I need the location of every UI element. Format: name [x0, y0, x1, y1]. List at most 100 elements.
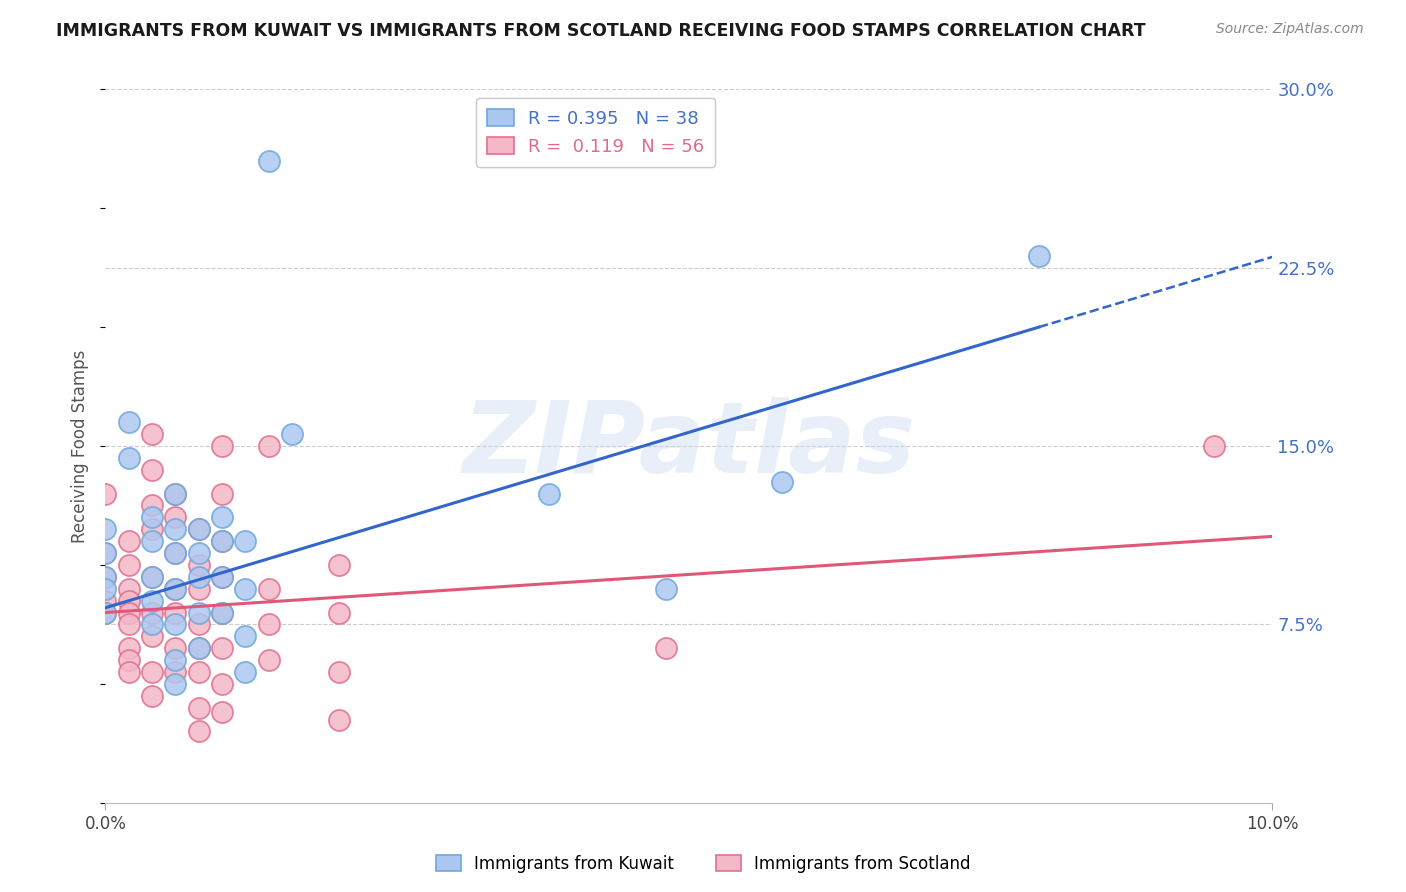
Point	[187, 641, 209, 656]
Point	[141, 427, 163, 442]
Y-axis label: Receiving Food Stamps: Receiving Food Stamps	[72, 350, 90, 542]
Point	[211, 606, 233, 620]
Point	[187, 700, 209, 714]
Point	[187, 641, 209, 656]
Point	[94, 486, 117, 500]
Point	[770, 475, 793, 489]
Point	[141, 570, 163, 584]
Point	[141, 665, 163, 679]
Point	[257, 439, 280, 453]
Point	[654, 582, 676, 596]
Point	[328, 558, 350, 572]
Point	[211, 641, 233, 656]
Point	[94, 606, 117, 620]
Point	[257, 582, 280, 596]
Point	[165, 677, 187, 691]
Point	[118, 606, 141, 620]
Point	[141, 606, 163, 620]
Point	[537, 486, 560, 500]
Point	[165, 641, 187, 656]
Point	[235, 629, 257, 643]
Point	[211, 486, 233, 500]
Point	[141, 689, 163, 703]
Point	[141, 499, 163, 513]
Point	[165, 486, 187, 500]
Point	[211, 439, 233, 453]
Point	[187, 724, 209, 739]
Point	[141, 617, 163, 632]
Text: ZIPatlas: ZIPatlas	[463, 398, 915, 494]
Point	[187, 617, 209, 632]
Point	[165, 617, 187, 632]
Point	[165, 582, 187, 596]
Point	[211, 534, 233, 549]
Point	[654, 641, 676, 656]
Point	[118, 641, 141, 656]
Point	[94, 522, 117, 536]
Point	[165, 653, 187, 667]
Point	[165, 546, 187, 560]
Text: IMMIGRANTS FROM KUWAIT VS IMMIGRANTS FROM SCOTLAND RECEIVING FOOD STAMPS CORRELA: IMMIGRANTS FROM KUWAIT VS IMMIGRANTS FRO…	[56, 22, 1146, 40]
Point	[165, 522, 187, 536]
Point	[257, 617, 280, 632]
Point	[257, 153, 280, 168]
Point	[118, 593, 141, 607]
Point	[165, 486, 187, 500]
Point	[141, 629, 163, 643]
Point	[211, 570, 233, 584]
Point	[1028, 249, 1050, 263]
Point	[141, 534, 163, 549]
Point	[118, 450, 141, 465]
Point	[141, 510, 163, 524]
Point	[235, 665, 257, 679]
Point	[235, 534, 257, 549]
Point	[118, 534, 141, 549]
Point	[94, 582, 117, 596]
Point	[118, 558, 141, 572]
Point	[211, 706, 233, 720]
Point	[211, 606, 233, 620]
Point	[281, 427, 304, 442]
Point	[118, 653, 141, 667]
Point	[257, 653, 280, 667]
Point	[141, 463, 163, 477]
Point	[211, 510, 233, 524]
Point	[118, 582, 141, 596]
Legend: R = 0.395   N = 38, R =  0.119   N = 56: R = 0.395 N = 38, R = 0.119 N = 56	[475, 98, 716, 167]
Point	[118, 617, 141, 632]
Point	[211, 534, 233, 549]
Point	[328, 713, 350, 727]
Point	[94, 606, 117, 620]
Point	[187, 558, 209, 572]
Point	[165, 510, 187, 524]
Point	[187, 522, 209, 536]
Point	[1202, 439, 1225, 453]
Point	[187, 606, 209, 620]
Point	[141, 522, 163, 536]
Point	[328, 606, 350, 620]
Point	[165, 665, 187, 679]
Point	[118, 415, 141, 429]
Legend: Immigrants from Kuwait, Immigrants from Scotland: Immigrants from Kuwait, Immigrants from …	[429, 848, 977, 880]
Point	[94, 546, 117, 560]
Point	[187, 522, 209, 536]
Point	[187, 665, 209, 679]
Point	[94, 570, 117, 584]
Point	[165, 546, 187, 560]
Point	[328, 665, 350, 679]
Point	[187, 570, 209, 584]
Point	[165, 582, 187, 596]
Point	[94, 546, 117, 560]
Text: Source: ZipAtlas.com: Source: ZipAtlas.com	[1216, 22, 1364, 37]
Point	[118, 665, 141, 679]
Point	[187, 582, 209, 596]
Point	[141, 570, 163, 584]
Point	[94, 593, 117, 607]
Point	[235, 582, 257, 596]
Point	[187, 546, 209, 560]
Point	[94, 570, 117, 584]
Point	[211, 570, 233, 584]
Point	[165, 606, 187, 620]
Point	[211, 677, 233, 691]
Point	[141, 593, 163, 607]
